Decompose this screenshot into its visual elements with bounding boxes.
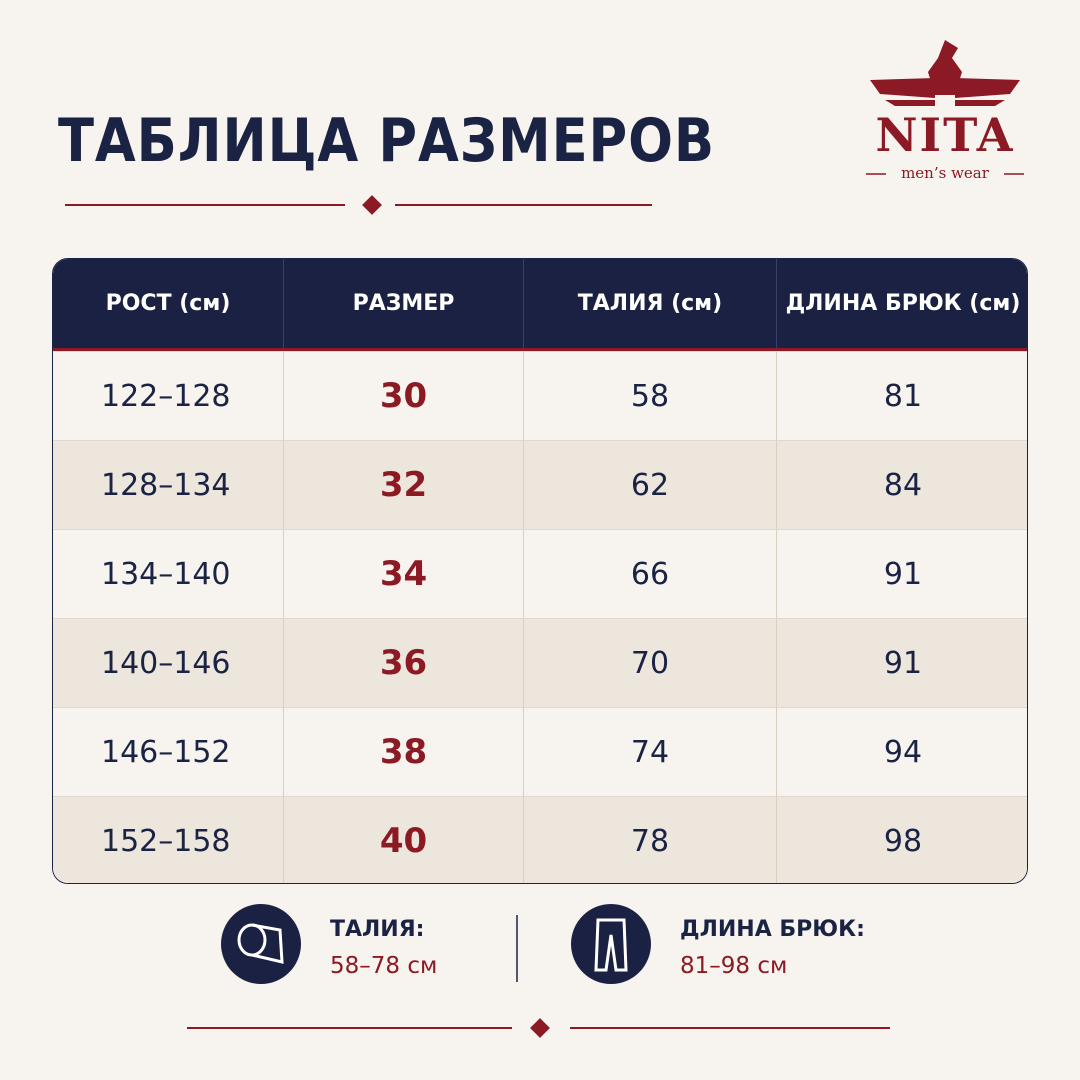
table-cell: 34 (283, 529, 523, 618)
size-table: РОСТ (см) РАЗМЕР ТАЛИЯ (см) ДЛИНА БРЮК (см)… (52, 258, 1028, 884)
table-cell: 66 (523, 529, 776, 618)
diamond (362, 195, 382, 215)
table-cell: 74 (523, 707, 776, 796)
table-cell: 140–146 (53, 618, 283, 707)
summary-range: 81–98 см (680, 953, 788, 979)
table-cell: 38 (283, 707, 523, 796)
table-cell: 98 (776, 796, 1027, 883)
table-cell: 62 (523, 440, 776, 529)
column-header: ТАЛИЯ (см) (523, 259, 776, 351)
table-cell: 146–152 (53, 707, 283, 796)
table-cell: 134–140 (53, 529, 283, 618)
table-cell: 32 (283, 440, 523, 529)
table-cell: 30 (283, 351, 523, 440)
summary-label: ТАЛИЯ: (330, 917, 425, 942)
table-cell: 152–158 (53, 796, 283, 883)
table-cell: 78 (523, 796, 776, 883)
tape-icon (221, 904, 301, 984)
table-cell: 58 (523, 351, 776, 440)
logo-emblem (870, 40, 1020, 106)
table-cell: 94 (776, 707, 1027, 796)
column-header: ДЛИНА БРЮК (см) (776, 259, 1027, 351)
table-cell: 40 (283, 796, 523, 883)
table-cell: 91 (776, 618, 1027, 707)
table-cell: 36 (283, 618, 523, 707)
table-cell: 70 (523, 618, 776, 707)
table-cell: 122–128 (53, 351, 283, 440)
column-header: РОСТ (см) (53, 259, 283, 351)
brand: NITA (875, 108, 1015, 162)
table-cell: 128–134 (53, 440, 283, 529)
tagline: men’s wear (901, 164, 989, 182)
summary-label: ДЛИНА БРЮК: (680, 917, 865, 942)
title: ТАБЛИЦА РАЗМЕРОВ (58, 106, 715, 176)
table-cell: 84 (776, 440, 1027, 529)
summary-range: 58–78 см (330, 953, 438, 979)
table-cell: 91 (776, 529, 1027, 618)
column-header: РАЗМЕР (283, 259, 523, 351)
diamond (530, 1018, 550, 1038)
table-cell: 81 (776, 351, 1027, 440)
